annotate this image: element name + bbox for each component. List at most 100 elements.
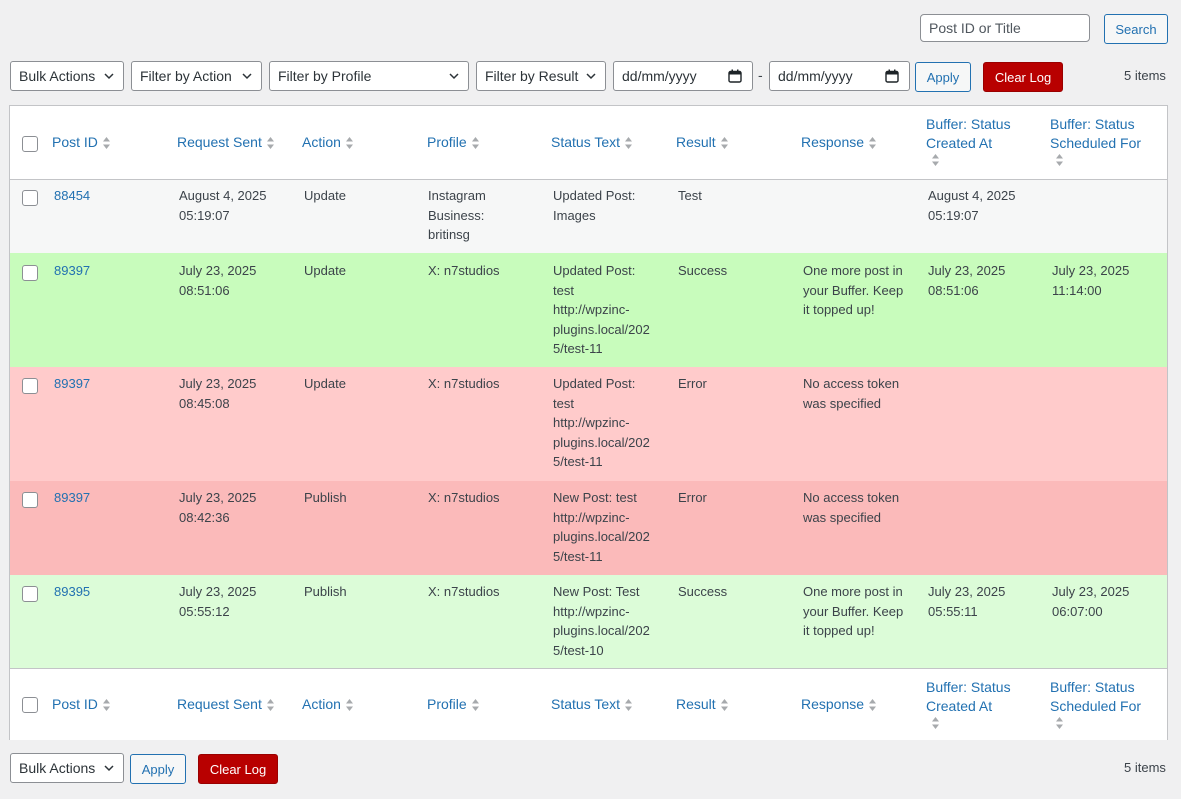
post-id-link[interactable]: 89397 <box>54 490 91 505</box>
status-text-line: 5/test-11 <box>553 548 603 564</box>
column-post-id[interactable]: Post ID <box>52 695 111 714</box>
status-text-line: http://wpzinc- <box>553 415 630 430</box>
column-buffer-scheduled[interactable]: Buffer: Status Scheduled For <box>1050 678 1141 730</box>
buffer-created-date: July 23, 2025 <box>928 584 1006 599</box>
sort-icon <box>345 699 353 712</box>
response-cell: No access token was specified <box>803 374 899 413</box>
buffer-created-time: 05:19:07 <box>928 207 979 223</box>
column-action[interactable]: Action <box>302 695 354 714</box>
apply-button-bottom[interactable]: Apply <box>130 754 186 784</box>
filter-profile-label: Filter by Profile <box>278 68 372 84</box>
date-from-input[interactable]: dd/mm/yyyy <box>613 61 753 91</box>
request-sent-date: July 23, 2025 <box>179 490 257 505</box>
status-text-line: Updated Post: <box>553 188 636 203</box>
action-cell: Update <box>304 263 346 278</box>
column-buffer-created[interactable]: Buffer: Status Created At <box>926 678 1011 730</box>
table-row: 89397 July 23, 2025 08:42:36 Publish X: n… <box>10 481 1167 575</box>
column-request-sent[interactable]: Request Sent <box>177 133 275 152</box>
buffer-created-time: 08:51:06 <box>928 282 979 298</box>
response-line: your Buffer. Keep <box>803 282 904 298</box>
column-profile[interactable]: Profile <box>427 695 480 714</box>
column-buffer-scheduled-label-1: Buffer: Status <box>1050 116 1135 132</box>
clear-log-button[interactable]: Clear Log <box>983 62 1063 92</box>
column-profile[interactable]: Profile <box>427 133 480 152</box>
sort-icon <box>1056 154 1063 166</box>
row-checkbox[interactable] <box>22 492 38 508</box>
search-button[interactable]: Search <box>1104 14 1168 44</box>
status-text-line: test <box>553 395 574 411</box>
response-line: it topped up! <box>803 623 875 638</box>
select-all-checkbox[interactable] <box>22 136 38 152</box>
request-sent-time: 05:19:07 <box>179 207 230 223</box>
status-text-line: plugins.local/202 <box>553 623 650 638</box>
buffer-scheduled-cell: July 23, 2025 06:07:00 <box>1052 582 1129 621</box>
table-row: 88454 August 4, 2025 05:19:07 Update Inst… <box>10 180 1167 253</box>
column-status-text[interactable]: Status Text <box>551 695 633 714</box>
row-checkbox[interactable] <box>22 190 38 206</box>
chevron-down-icon <box>104 765 114 772</box>
status-text-line: New Post: Test <box>553 584 640 599</box>
date-from-text: dd/mm/yyyy <box>622 68 697 84</box>
post-id-link[interactable]: 89395 <box>54 584 91 599</box>
column-action[interactable]: Action <box>302 133 354 152</box>
bulk-actions-select[interactable]: Bulk Actions <box>10 61 124 91</box>
column-post-id[interactable]: Post ID <box>52 133 111 152</box>
buffer-created-cell: July 23, 2025 05:55:11 <box>928 582 1005 621</box>
table-row: 89395 July 23, 2025 05:55:12 Publish X: n… <box>10 575 1167 668</box>
date-to-text: dd/mm/yyyy <box>778 68 853 84</box>
items-count-bottom: 5 items <box>1124 760 1166 775</box>
column-profile-label: Profile <box>427 134 467 150</box>
post-id-link[interactable]: 88454 <box>54 188 91 203</box>
column-result-label: Result <box>676 696 716 712</box>
column-buffer-scheduled[interactable]: Buffer: Status Scheduled For <box>1050 115 1141 167</box>
date-to-input[interactable]: dd/mm/yyyy <box>769 61 910 91</box>
buffer-scheduled-date: July 23, 2025 <box>1052 263 1130 278</box>
status-text-line: Updated Post: <box>553 263 636 278</box>
response-line: was specified <box>803 395 882 411</box>
select-all-checkbox[interactable] <box>22 697 38 713</box>
column-result[interactable]: Result <box>676 133 729 152</box>
buffer-created-date: August 4, 2025 <box>928 188 1016 203</box>
column-post-id-label: Post ID <box>52 134 98 150</box>
calendar-icon[interactable] <box>885 69 899 83</box>
column-result[interactable]: Result <box>676 695 729 714</box>
profile-cell: Instagram Business: britinsg <box>428 186 486 245</box>
status-text-cell: New Post: Test http://wpzinc-plugins.loca… <box>553 582 650 660</box>
profile-line: Business: <box>428 207 485 223</box>
apply-button[interactable]: Apply <box>915 62 971 92</box>
column-request-sent[interactable]: Request Sent <box>177 695 275 714</box>
column-response[interactable]: Response <box>801 695 877 714</box>
request-sent-cell: July 23, 2025 08:45:08 <box>179 374 256 413</box>
action-cell: Publish <box>304 584 347 599</box>
buffer-created-time: 05:55:11 <box>928 603 978 619</box>
sort-icon <box>625 699 633 712</box>
request-sent-time: 05:55:12 <box>179 603 230 619</box>
sort-icon <box>471 137 479 150</box>
sort-icon <box>932 154 939 166</box>
log-table: Post ID Request Sent Action Profile Stat… <box>9 105 1168 740</box>
bulk-actions-select-bottom[interactable]: Bulk Actions <box>10 753 124 783</box>
filter-profile-select[interactable]: Filter by Profile <box>269 61 469 91</box>
row-checkbox[interactable] <box>22 586 38 602</box>
sort-icon <box>102 137 110 150</box>
calendar-icon[interactable] <box>728 69 742 83</box>
post-id-link[interactable]: 89397 <box>54 263 91 278</box>
buffer-created-cell: July 23, 2025 08:51:06 <box>928 261 1005 300</box>
row-checkbox[interactable] <box>22 378 38 394</box>
status-text-cell: Updated Post: test http://wpzinc-plugins.l… <box>553 374 650 472</box>
column-response-label: Response <box>801 696 865 712</box>
filter-action-select[interactable]: Filter by Action <box>131 61 262 91</box>
buffer-scheduled-cell: July 23, 2025 11:14:00 <box>1052 261 1129 300</box>
post-id-link[interactable]: 89397 <box>54 376 91 391</box>
buffer-scheduled-time: 11:14:00 <box>1052 282 1102 298</box>
column-response[interactable]: Response <box>801 133 877 152</box>
filter-result-select[interactable]: Filter by Result <box>476 61 606 91</box>
request-sent-cell: July 23, 2025 08:51:06 <box>179 261 256 300</box>
row-checkbox[interactable] <box>22 265 38 281</box>
column-status-text[interactable]: Status Text <box>551 133 633 152</box>
column-action-label: Action <box>302 696 341 712</box>
column-buffer-created[interactable]: Buffer: Status Created At <box>926 115 1011 167</box>
search-input[interactable] <box>920 14 1090 42</box>
clear-log-button-bottom[interactable]: Clear Log <box>198 754 278 784</box>
sort-icon <box>720 137 728 150</box>
